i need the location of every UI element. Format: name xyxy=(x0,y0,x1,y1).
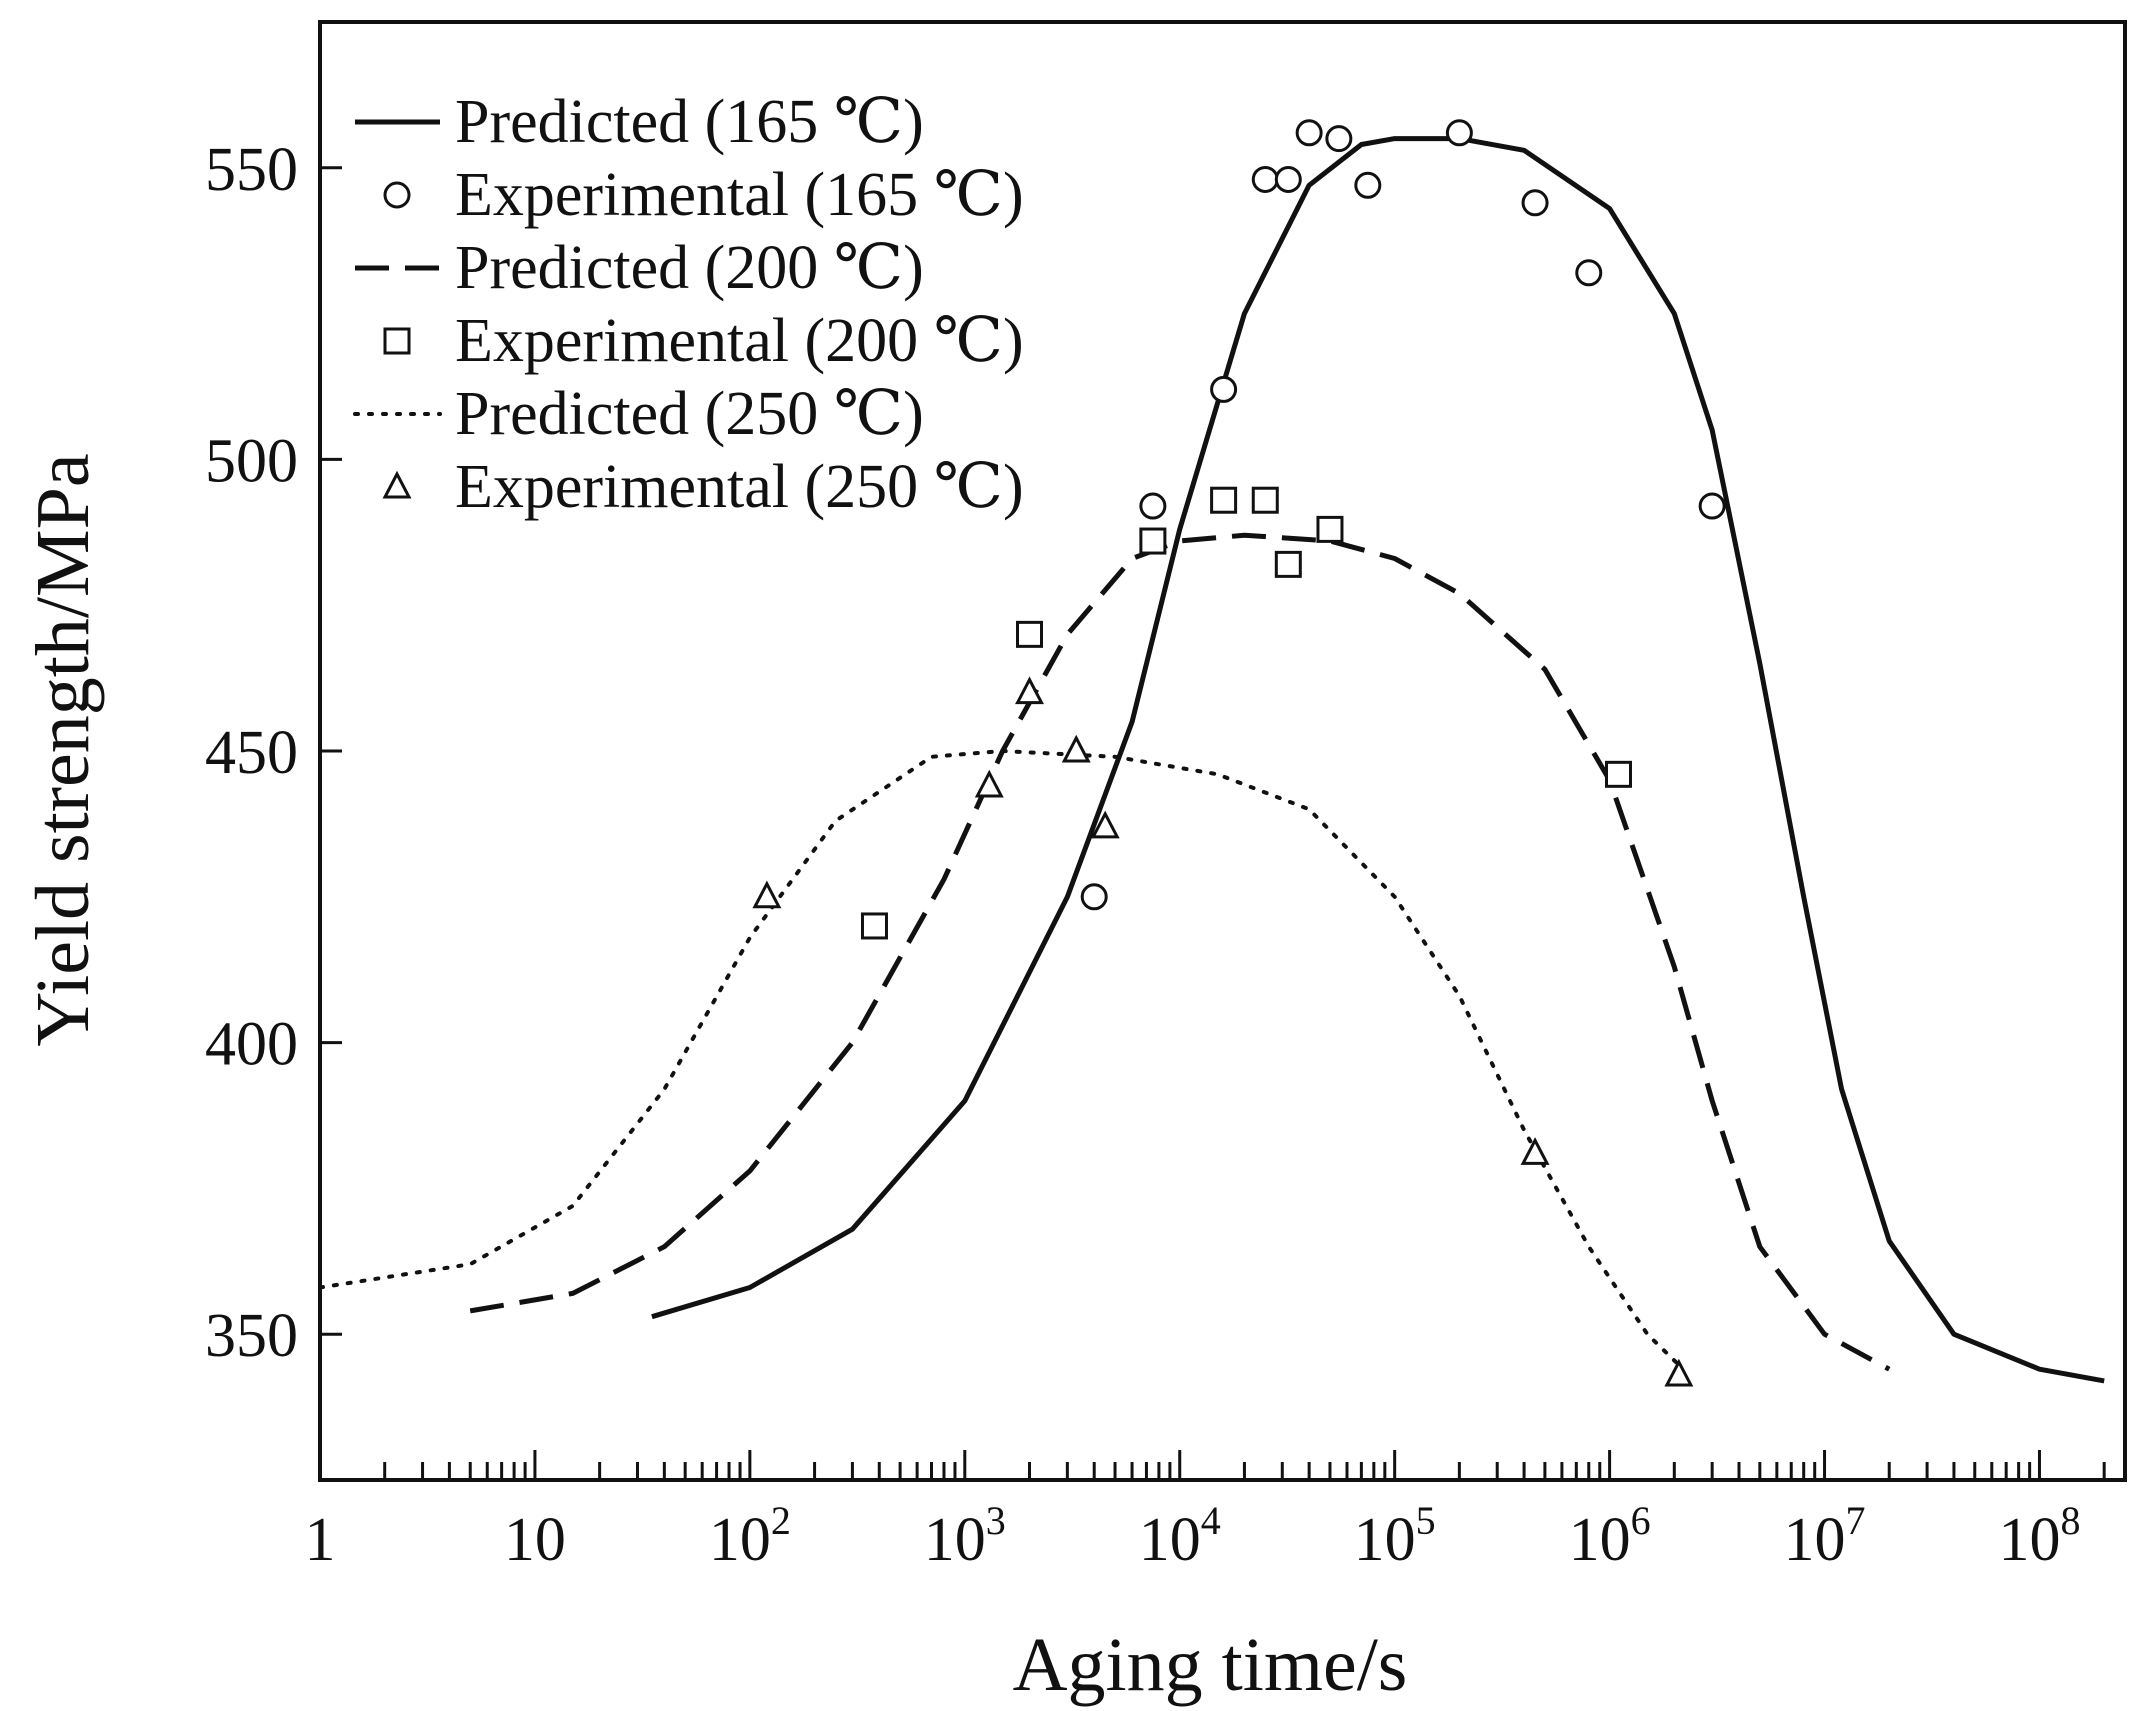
data-point-triangle xyxy=(1090,810,1120,839)
series-line xyxy=(469,532,1891,1372)
data-point-square xyxy=(1274,550,1302,578)
data-point-circle xyxy=(1080,883,1108,911)
x-tick-label: 106 xyxy=(1569,1498,1651,1574)
legend-label: Predicted (165 ℃) xyxy=(455,88,924,156)
data-point-circle xyxy=(1325,125,1353,153)
y-tick-label: 500 xyxy=(205,427,298,495)
y-tick-label: 400 xyxy=(205,1011,298,1079)
data-point-triangle xyxy=(752,880,782,909)
series-experimental-250 xyxy=(752,676,1694,1387)
legend-marker-square xyxy=(383,327,411,355)
data-point-circle xyxy=(1210,375,1238,403)
data-point-triangle xyxy=(1061,734,1091,763)
data-point-circle xyxy=(1575,259,1603,287)
data-point-circle xyxy=(1354,171,1382,199)
legend-item: Experimental (165 ℃) xyxy=(383,161,1024,229)
y-axis-title: Yield strength/MPa xyxy=(21,453,105,1046)
data-point-circle xyxy=(1274,165,1302,193)
x-tick-label: 105 xyxy=(1354,1498,1436,1574)
data-point-square xyxy=(860,912,888,940)
legend-label: Experimental (165 ℃) xyxy=(455,161,1024,229)
legend-label: Experimental (200 ℃) xyxy=(455,307,1024,375)
data-point-square xyxy=(1016,620,1044,648)
data-point-triangle xyxy=(1520,1137,1550,1165)
data-point-circle xyxy=(1445,119,1473,147)
series-predicted-200 xyxy=(469,532,1891,1372)
y-tick-label: 550 xyxy=(205,136,298,204)
data-point-triangle xyxy=(1015,676,1044,705)
series-predicted-250 xyxy=(318,749,1686,1372)
x-tick-label: 107 xyxy=(1784,1498,1866,1574)
x-axis-title: Aging time/s xyxy=(1013,1623,1408,1707)
legend-item: Experimental (250 ℃) xyxy=(382,453,1024,521)
legend-item: Experimental (200 ℃) xyxy=(383,307,1024,375)
legend-label: Predicted (250 ℃) xyxy=(455,380,924,448)
data-point-square xyxy=(1139,527,1167,555)
legend-marker-circle xyxy=(383,181,411,209)
data-point-square xyxy=(1316,515,1344,543)
data-point-circle xyxy=(1295,119,1323,147)
legend-item: Predicted (200 ℃) xyxy=(355,234,924,302)
y-tick-label: 350 xyxy=(205,1302,298,1370)
data-point-circle xyxy=(1139,492,1167,520)
data-point-circle xyxy=(1251,165,1279,193)
legend-label: Predicted (200 ℃) xyxy=(455,234,924,302)
legend: Predicted (165 ℃)Experimental (165 ℃)Pre… xyxy=(353,88,1024,521)
data-point-triangle xyxy=(974,769,1004,798)
data-point-square xyxy=(1604,760,1632,788)
x-minor-ticks xyxy=(318,1450,2106,1480)
data-point-square xyxy=(1210,486,1238,514)
y-tick-label: 450 xyxy=(205,719,298,787)
legend-marker-triangle xyxy=(382,470,412,499)
x-tick-label: 103 xyxy=(924,1498,1006,1574)
x-tick-label: 102 xyxy=(709,1498,791,1574)
series-experimental-165 xyxy=(1080,119,1726,911)
data-point-circle xyxy=(1698,492,1726,520)
x-tick-label: 108 xyxy=(1998,1498,2080,1574)
series-layer xyxy=(318,119,2105,1387)
x-tick-label: 1 xyxy=(305,1506,336,1574)
data-point-triangle xyxy=(1664,1358,1694,1387)
legend-item: Predicted (165 ℃) xyxy=(355,88,924,156)
x-tick-label: 104 xyxy=(1139,1498,1221,1574)
x-axis-tick-labels: 1 10 102 103 104 105 106 107 108 xyxy=(305,1498,2081,1574)
data-point-circle xyxy=(1521,189,1549,217)
y-axis-tick-labels: 350 400 450 500 550 xyxy=(205,136,342,1370)
series-experimental-200 xyxy=(860,486,1632,940)
legend-label: Experimental (250 ℃) xyxy=(455,453,1024,521)
data-point-square xyxy=(1251,486,1279,514)
series-line xyxy=(318,749,1686,1372)
x-tick-label: 10 xyxy=(504,1506,566,1574)
legend-item: Predicted (250 ℃) xyxy=(353,380,924,448)
